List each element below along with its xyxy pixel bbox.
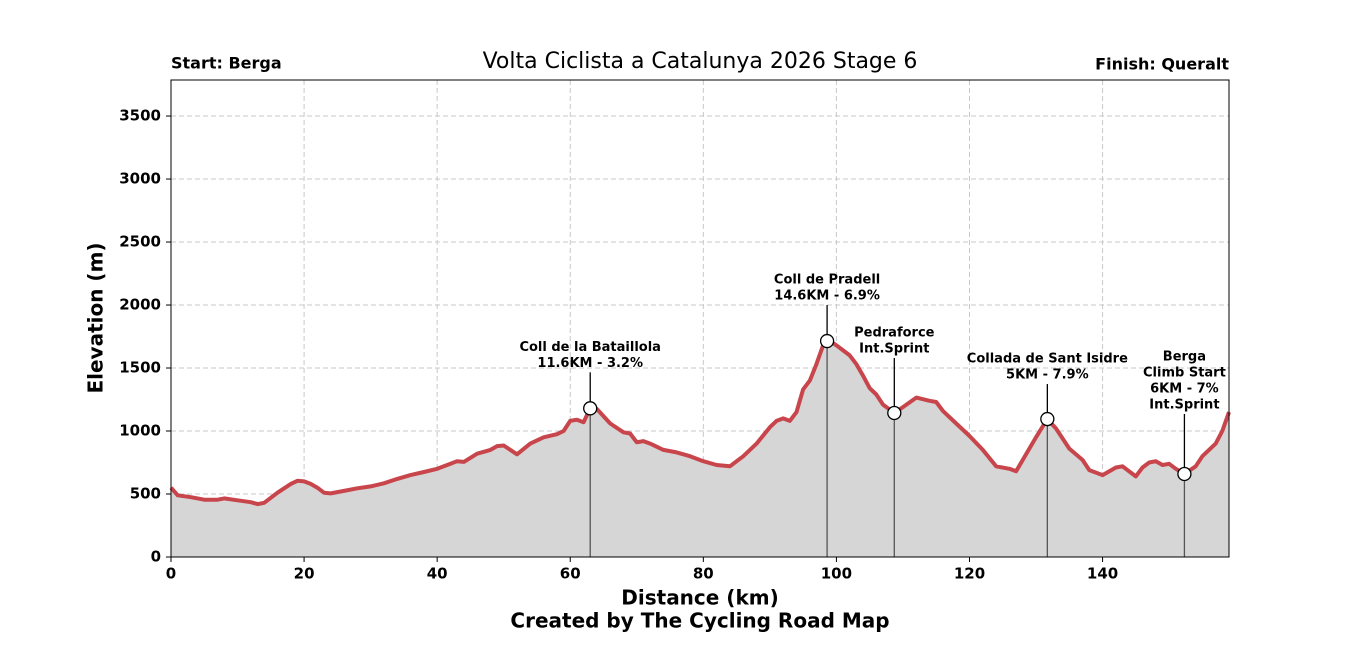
annotation-label: 11.6KM - 3.2%	[537, 356, 643, 371]
x-tick-label: 100	[821, 565, 852, 583]
y-tick-label: 1000	[119, 422, 161, 440]
y-tick-label: 0	[151, 548, 161, 566]
y-tick-label: 3500	[119, 107, 161, 125]
x-tick-label: 120	[954, 565, 985, 583]
annotation-label: Int.Sprint	[1149, 397, 1219, 412]
y-tick-label: 3000	[119, 170, 161, 188]
elevation-area	[171, 341, 1229, 557]
x-tick-label: 60	[560, 565, 581, 583]
annotation-label: Berga	[1163, 349, 1206, 364]
annotation-label: 5KM - 7.9%	[1006, 368, 1089, 383]
annotation-label: Coll de Pradell	[774, 273, 880, 288]
annotation-label: Coll de la Bataillola	[519, 340, 661, 355]
y-tick-label: 500	[130, 485, 161, 503]
annotation-marker	[583, 401, 598, 416]
x-tick-label: 20	[294, 565, 315, 583]
x-tick-label: 40	[427, 565, 448, 583]
elevation-line	[169, 339, 1231, 507]
annotation-label: 14.6KM - 6.9%	[774, 289, 880, 304]
annotation-marker	[819, 333, 835, 349]
annotation-marker	[887, 405, 902, 421]
y-tick-label: 2500	[119, 233, 161, 251]
finish-label: Finish: Queralt	[1095, 55, 1229, 74]
plot-frame	[170, 79, 1230, 558]
x-tick-label: 140	[1087, 565, 1118, 583]
chart-title: Volta Ciclista a Catalunya 2026 Stage 6	[483, 49, 918, 74]
annotation-label: Int.Sprint	[859, 341, 929, 356]
annotation-label: Pedraforce	[854, 325, 935, 340]
annotation-label: Climb Start	[1143, 365, 1226, 380]
y-axis-label: Elevation (m)	[84, 242, 108, 393]
annotation-label: 6KM - 7%	[1150, 381, 1219, 396]
x-tick-label: 0	[166, 565, 176, 583]
annotation-label: Collada de Sant Isidre	[967, 352, 1128, 367]
x-tick-label: 80	[693, 565, 714, 583]
y-tick-label: 1500	[119, 359, 161, 377]
footer: Created by The Cycling Road Map	[510, 609, 889, 633]
annotation-marker	[1177, 466, 1192, 482]
start-label: Start: Berga	[171, 54, 282, 73]
y-tick-label: 2000	[119, 296, 161, 314]
annotation-marker	[1040, 411, 1055, 427]
x-axis-label: Distance (km)	[621, 586, 778, 610]
